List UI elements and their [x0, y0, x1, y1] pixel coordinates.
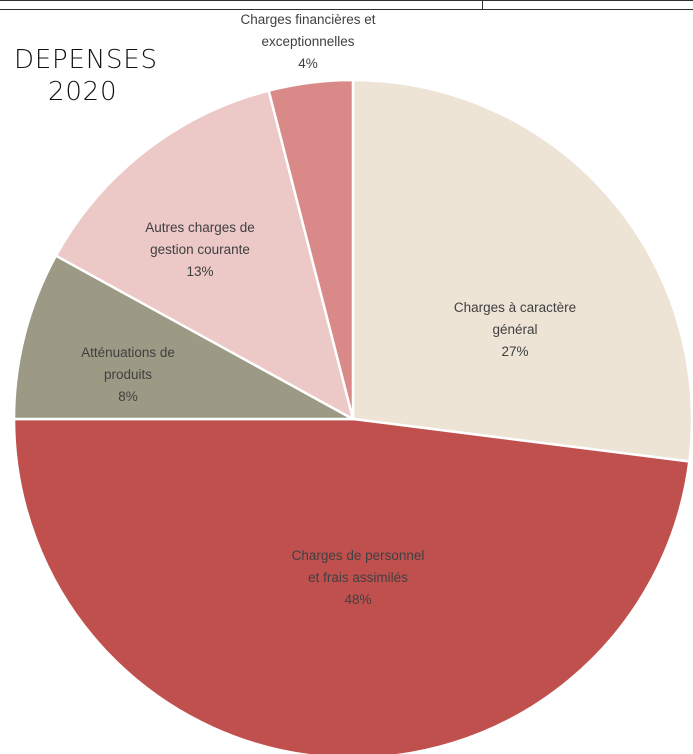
- title-line-2: 2020: [48, 77, 118, 107]
- slice-category-label: gestion courante: [150, 242, 250, 257]
- slice-category-label: produits: [104, 367, 152, 382]
- slice-value-label: 48%: [344, 592, 371, 607]
- slice-value-label: 27%: [501, 344, 528, 359]
- slice-label: Charges de personnel et frais assimilés 48…: [292, 548, 425, 607]
- slice-label: Atténuations de produits 8%: [81, 345, 175, 404]
- chart-title: DEPENSES 2020: [14, 44, 164, 108]
- border-tick: [482, 1, 483, 10]
- slice-value-label: 4%: [298, 56, 318, 71]
- title-line-1: DEPENSES: [14, 45, 158, 75]
- slice-label: Charges financières et exceptionnelles 4%: [240, 12, 375, 71]
- slice-label: Charges à caractère général 27%: [454, 300, 576, 359]
- slice-category-label: Charges financières et: [240, 12, 375, 27]
- slice-category-label: Atténuations de: [81, 345, 175, 360]
- pie-slice: [12, 417, 691, 754]
- pie-slice: [267, 78, 355, 421]
- slice-value-label: 13%: [186, 264, 213, 279]
- slice-category-label: et frais assimilés: [308, 570, 408, 585]
- slice-category-label: exceptionnelles: [261, 34, 354, 49]
- slice-value-label: 8%: [118, 389, 138, 404]
- pie-slice: [12, 254, 355, 421]
- slice-category-label: général: [492, 322, 537, 337]
- slice-label: Autres charges de gestion courante 13%: [145, 220, 255, 279]
- slice-category-label: Charges de personnel: [292, 548, 425, 563]
- pie-slice: [54, 89, 355, 421]
- slice-category-label: Charges à caractère: [454, 300, 576, 315]
- top-border: [0, 0, 693, 10]
- pie-slice: [351, 78, 693, 463]
- slice-category-label: Autres charges de: [145, 220, 255, 235]
